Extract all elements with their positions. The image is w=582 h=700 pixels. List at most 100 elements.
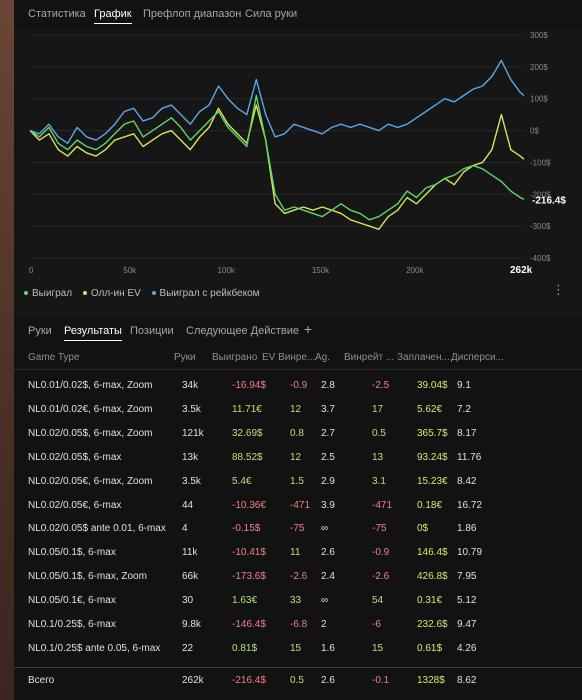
- cell-paid: 15.23€: [417, 475, 448, 487]
- profit-chart[interactable]: 300$ 200$ 100$ 0$ -100$ -200$ -300$ -400$ 0 50k 10…: [14, 28, 582, 318]
- cell-aggression: ∞: [321, 595, 329, 607]
- cell-hands: 22: [182, 642, 194, 654]
- cell-winrate: -6: [372, 619, 381, 630]
- tab-positions[interactable]: Позиции: [130, 325, 174, 337]
- cell-dispersion: 8.17: [457, 427, 477, 439]
- y-tick-label: 0$: [530, 127, 539, 136]
- cell-winrate: 13: [372, 451, 384, 463]
- table-row[interactable]: NL0.01/0.02$, 6-max, Zoom 34k -16.94$ -0.9 2…: [14, 375, 582, 398]
- cell-won: -16.94$: [232, 380, 266, 391]
- tab-hands[interactable]: Руки: [28, 325, 52, 337]
- tab-graph[interactable]: График: [94, 8, 132, 24]
- cell-game-type: NL0.02/0.05$, 6-max, Zoom: [28, 427, 153, 439]
- cell-game-type: NL0.02/0.05€, 6-max, Zoom: [28, 475, 153, 487]
- legend-item-rakeback[interactable]: Выиграл с рейкбеком: [151, 288, 260, 299]
- cell-aggression: 1.6: [321, 642, 335, 654]
- cell-ev-winrate: -471: [290, 499, 311, 511]
- cell-ev-winrate: -75: [290, 523, 305, 535]
- cell-winrate: -2.5: [372, 380, 390, 391]
- table-row[interactable]: NL0.02/0.05€, 6-max, Zoom 3.5k 5.4€ 1.5 2.9 3…: [14, 471, 582, 494]
- cell-dispersion: 10.79: [457, 547, 483, 559]
- cell-won: 0.81$: [232, 642, 258, 654]
- background-strip: [0, 0, 14, 700]
- series-line-1: [29, 104, 525, 231]
- col-game-type[interactable]: Game Type: [28, 352, 80, 363]
- cell-game-type: NL0.02/0.05€, 6-max: [28, 499, 122, 511]
- tab-statistics[interactable]: Статистика: [28, 8, 86, 20]
- col-won[interactable]: Выиграно: [212, 352, 258, 363]
- cell-hands: 30: [182, 595, 194, 607]
- table-total-row[interactable]: Всего 262k -216.4$ 0.5 2.6 -0.1 1328$ 8.62: [14, 670, 582, 693]
- table-row[interactable]: NL0.01/0.02€, 6-max, Zoom 3.5k 11.71€ 12 3.7…: [14, 399, 582, 422]
- cell-ev-winrate: -0.9: [290, 380, 308, 391]
- chart-svg: 300$ 200$ 100$ 0$ -100$ -200$ -300$ -400$ 0 50k 10…: [29, 31, 566, 273]
- tab-results[interactable]: Результаты: [64, 325, 122, 341]
- table-row[interactable]: NL0.05/0.1€, 6-max 30 1.63€ 33 ∞ 54 0.31€ 5.12: [14, 590, 582, 613]
- more-options-icon[interactable]: ⋮: [552, 282, 565, 297]
- cell-hands: 3.5k: [182, 475, 201, 487]
- cell-paid: 365.7$: [417, 427, 448, 439]
- tab-hand-strength[interactable]: Сила руки: [245, 8, 298, 20]
- cell-won: -173.6$: [232, 571, 266, 583]
- col-aggression[interactable]: Ag.: [315, 352, 331, 363]
- cell-winrate: 0.5: [372, 427, 386, 439]
- cell-won: -146.4$: [232, 619, 266, 630]
- cell-winrate: 54: [372, 595, 384, 607]
- table-row[interactable]: NL0.02/0.05€, 6-max 44 -10.36€ -471 3.9 -471 0…: [14, 495, 582, 518]
- y-tick-label: -100$: [530, 158, 551, 167]
- cell-paid: 0.61$: [417, 642, 443, 654]
- cell-game-type: NL0.01/0.02$, 6-max, Zoom: [28, 380, 153, 391]
- table-row[interactable]: NL0.02/0.05$, 6-max 13k 88.52$ 12 2.5 13 93.24…: [14, 447, 582, 470]
- cell-hands: 4: [182, 523, 188, 535]
- table-row[interactable]: NL0.05/0.1$, 6-max, Zoom 66k -173.6$ -2.6 2.…: [14, 566, 582, 589]
- cell-game-type: NL0.05/0.1$, 6-max: [28, 547, 116, 559]
- cell-game-type: NL0.01/0.02€, 6-max, Zoom: [28, 403, 153, 415]
- cell-paid: 426.8$: [417, 571, 448, 583]
- cell-winrate: 17: [372, 403, 384, 415]
- cell-paid: 0$: [417, 523, 429, 535]
- col-dispersion[interactable]: Дисперси...: [451, 352, 504, 363]
- add-tab-icon[interactable]: +: [304, 321, 313, 337]
- cell-won: -216.4$: [232, 675, 266, 686]
- legend-label-rakeback: Выиграл с рейкбеком: [159, 288, 260, 299]
- cell-hands: 66k: [182, 571, 199, 583]
- table-row[interactable]: NL0.1/0.25$, 6-max 9.8k -146.4$ -6.8 2 -6 232.…: [14, 614, 582, 637]
- cell-aggression: ∞: [321, 523, 329, 535]
- cell-won: -0.15$: [232, 523, 261, 535]
- table-row[interactable]: NL0.02/0.05$ ante 0.01, 6-max 4 -0.15$ -75 ∞…: [14, 518, 582, 541]
- results-table-header: Game Type Руки Выиграно EV Винре... Ag. …: [14, 346, 582, 370]
- end-value-label: -216.4$: [532, 195, 566, 206]
- col-winrate[interactable]: Винрейт ...: [344, 352, 395, 363]
- cell-winrate: -75: [372, 523, 387, 535]
- bottom-tab-bar: Руки Результаты Позиции Следующее Действ…: [14, 318, 582, 344]
- table-row[interactable]: NL0.1/0.25$ ante 0.05, 6-max 22 0.81$ 15 1.6…: [14, 638, 582, 661]
- cell-winrate: -2.6: [372, 571, 390, 583]
- col-ev-winrate[interactable]: EV Винре...: [262, 352, 316, 363]
- cell-ev-winrate: 33: [290, 595, 302, 607]
- legend-label-allin-ev: Олл-ин EV: [90, 288, 141, 299]
- y-tick-label: -300$: [530, 222, 551, 231]
- series-line-0: [29, 59, 525, 145]
- y-tick-label: 300$: [530, 31, 548, 40]
- cell-ev-winrate: 0.5: [290, 675, 304, 686]
- tab-preflop-range[interactable]: Префлоп диапазон: [143, 8, 242, 20]
- cell-won: -10.41$: [232, 547, 266, 559]
- cell-game-type: NL0.02/0.05$ ante 0.01, 6-max: [28, 523, 166, 535]
- legend-item-allin-ev[interactable]: Олл-ин EV: [82, 288, 141, 299]
- col-paid[interactable]: Заплачен...: [397, 352, 450, 363]
- tab-next-action[interactable]: Следующее Действие: [186, 325, 299, 337]
- cell-paid: 0.31€: [417, 595, 443, 607]
- cell-aggression: 2.8: [321, 380, 335, 391]
- cell-aggression: 2.6: [321, 675, 335, 686]
- cell-aggression: 2.7: [321, 427, 335, 439]
- col-hands[interactable]: Руки: [174, 352, 196, 363]
- cell-winrate: -471: [372, 499, 393, 511]
- cell-dispersion: 7.95: [457, 571, 477, 583]
- cell-game-type: NL0.05/0.1€, 6-max: [28, 595, 116, 607]
- table-row[interactable]: NL0.02/0.05$, 6-max, Zoom 121k 32.69$ 0.8 2.…: [14, 423, 582, 446]
- cell-ev-winrate: 12: [290, 403, 302, 415]
- cell-paid: 5.62€: [417, 403, 443, 415]
- cell-dispersion: 4.26: [457, 642, 477, 654]
- table-row[interactable]: NL0.05/0.1$, 6-max 11k -10.41$ 11 2.6 -0.9 146…: [14, 542, 582, 565]
- legend-item-won[interactable]: Выиграл: [24, 288, 72, 299]
